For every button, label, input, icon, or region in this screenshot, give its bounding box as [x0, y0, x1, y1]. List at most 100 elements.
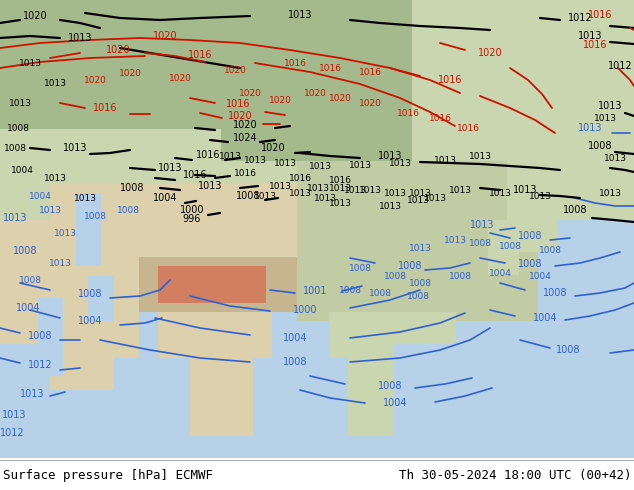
Text: 1013: 1013	[593, 114, 616, 122]
Text: 1008: 1008	[469, 239, 491, 247]
Text: Th 30-05-2024 18:00 UTC (00+42): Th 30-05-2024 18:00 UTC (00+42)	[399, 469, 631, 482]
Text: 1013: 1013	[378, 151, 402, 161]
Text: 1012: 1012	[567, 13, 592, 23]
Text: 1020: 1020	[84, 75, 107, 84]
Text: 1016: 1016	[318, 64, 342, 73]
Text: 1013: 1013	[604, 153, 626, 163]
Text: 1013: 1013	[513, 185, 537, 195]
Text: 1008: 1008	[339, 286, 361, 294]
Text: 1013: 1013	[158, 163, 182, 173]
Text: 1016: 1016	[583, 40, 607, 50]
Text: 1020: 1020	[477, 48, 502, 58]
Text: 1008: 1008	[398, 261, 422, 271]
Text: 1020: 1020	[304, 89, 327, 98]
Text: 1013: 1013	[349, 161, 372, 170]
Text: 1016: 1016	[588, 10, 612, 20]
Text: 1013: 1013	[18, 58, 41, 68]
Text: 1013: 1013	[243, 155, 266, 165]
Text: 1013: 1013	[309, 162, 332, 171]
Text: 1016: 1016	[183, 170, 207, 180]
Text: 1013: 1013	[39, 205, 61, 215]
Text: 1013: 1013	[378, 201, 401, 211]
Text: 1013: 1013	[344, 186, 366, 195]
Text: 1020: 1020	[359, 98, 382, 107]
Text: 1016: 1016	[429, 114, 451, 122]
Text: 1013: 1013	[529, 192, 552, 200]
Text: 1013: 1013	[3, 213, 27, 223]
Text: 1016: 1016	[93, 103, 117, 113]
Text: 1013: 1013	[44, 78, 67, 88]
Text: 1008: 1008	[543, 288, 567, 298]
Text: 1004: 1004	[283, 333, 307, 343]
Text: 1020: 1020	[224, 66, 247, 74]
Text: Surface pressure [hPa] ECMWF: Surface pressure [hPa] ECMWF	[3, 469, 212, 482]
Text: 1008: 1008	[448, 271, 472, 280]
Text: 1013: 1013	[8, 98, 32, 107]
Text: 1008: 1008	[283, 357, 307, 367]
Text: 1013: 1013	[269, 181, 292, 191]
Text: 1012: 1012	[607, 61, 632, 71]
Text: 1013: 1013	[328, 183, 351, 193]
Text: 1004: 1004	[383, 398, 407, 408]
Text: 1013: 1013	[408, 189, 432, 197]
Text: 1008: 1008	[236, 191, 260, 201]
Text: 1008: 1008	[538, 245, 562, 254]
Text: 1013: 1013	[328, 198, 351, 207]
Text: 1008: 1008	[518, 259, 542, 269]
Text: 1004: 1004	[153, 193, 178, 203]
Text: 1013: 1013	[53, 228, 77, 238]
Text: 1013: 1013	[598, 189, 621, 197]
Text: 1013: 1013	[288, 189, 311, 197]
Text: 1016: 1016	[283, 58, 306, 68]
Text: 1008: 1008	[18, 275, 41, 285]
Text: 1004: 1004	[16, 303, 40, 313]
Text: 1020: 1020	[106, 45, 131, 55]
Text: 1013: 1013	[288, 10, 313, 20]
Text: 1008: 1008	[563, 205, 587, 215]
Text: 1013: 1013	[273, 158, 297, 168]
Text: 1016: 1016	[437, 75, 462, 85]
Text: 1020: 1020	[228, 111, 252, 121]
Text: 1013: 1013	[358, 186, 382, 195]
Text: 1013: 1013	[313, 194, 337, 202]
Text: 1004: 1004	[533, 313, 557, 323]
Text: 1000: 1000	[180, 205, 204, 215]
Text: 1020: 1020	[261, 143, 285, 153]
Text: 1008: 1008	[406, 292, 429, 300]
Text: 1016: 1016	[188, 50, 212, 60]
Text: 1004: 1004	[529, 271, 552, 280]
Text: 1013: 1013	[598, 101, 622, 111]
Text: 1008: 1008	[84, 212, 107, 220]
Text: 1012: 1012	[28, 360, 53, 370]
Text: 1004: 1004	[11, 166, 34, 174]
Text: 1013: 1013	[44, 173, 67, 182]
Text: 1020: 1020	[119, 69, 141, 77]
Text: 1001: 1001	[303, 286, 327, 296]
Text: 1016: 1016	[288, 173, 311, 182]
Text: 1013: 1013	[470, 220, 495, 230]
Text: 1013: 1013	[219, 151, 242, 161]
Text: 1013: 1013	[68, 33, 93, 43]
Text: 1008: 1008	[78, 289, 102, 299]
Text: 1013: 1013	[20, 389, 44, 399]
Text: 1020: 1020	[233, 120, 257, 130]
Text: 1016: 1016	[358, 68, 382, 76]
Text: 1008: 1008	[117, 205, 139, 215]
Text: 1013: 1013	[434, 155, 456, 165]
Text: 1008: 1008	[120, 183, 145, 193]
Text: 1020: 1020	[23, 11, 48, 21]
Text: 1008: 1008	[368, 289, 392, 297]
Text: 1013: 1013	[306, 183, 330, 193]
Text: 1008: 1008	[588, 141, 612, 151]
Text: 1020: 1020	[169, 74, 191, 82]
Text: 1016: 1016	[233, 169, 257, 177]
Text: 1000: 1000	[293, 305, 317, 315]
Text: 1020: 1020	[269, 96, 292, 104]
Text: 1008: 1008	[349, 264, 372, 272]
Text: 1016: 1016	[456, 123, 479, 132]
Text: 1004: 1004	[29, 192, 51, 200]
Text: 1012: 1012	[0, 428, 24, 438]
Text: 1008: 1008	[28, 331, 52, 341]
Text: 1013: 1013	[384, 189, 406, 197]
Text: 1008: 1008	[518, 231, 542, 241]
